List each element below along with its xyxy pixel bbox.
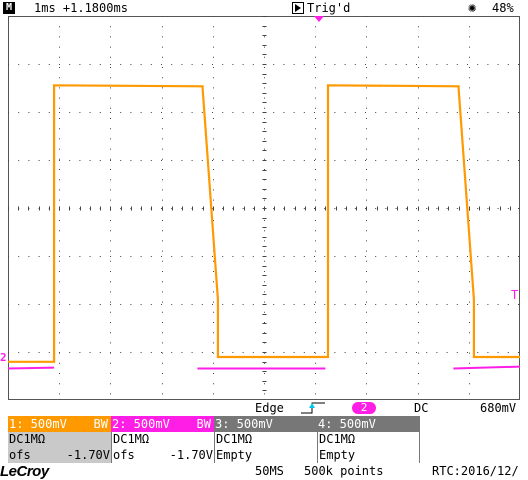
ch2-ground-marker[interactable]: 2: [0, 351, 7, 364]
channel-4-coupling: DC1MΩ: [317, 432, 420, 447]
record-length[interactable]: 500k points: [304, 464, 384, 478]
sample-rate[interactable]: 50MS: [255, 464, 284, 478]
trigger-status: Trig'd: [307, 1, 351, 15]
channel-1-label: 1: 500mV BW: [8, 416, 111, 432]
channel-1-box[interactable]: 1: 500mV BW DC1MΩ ofs -1.70V: [8, 416, 111, 463]
trigger-type[interactable]: Edge: [255, 401, 284, 415]
channel-3-coupling: DC1MΩ: [214, 432, 317, 447]
channel-4-status: Empty: [317, 447, 420, 463]
channel-3-status: Empty: [214, 447, 317, 463]
bandwidth-limit-badge: BW: [93, 417, 108, 431]
graticule-center-ticks: [8, 16, 511, 391]
sun-icon[interactable]: ✺: [468, 0, 477, 16]
channel-2-coupling: DC1MΩ: [111, 432, 214, 447]
brightness-readout[interactable]: 48%: [492, 1, 514, 15]
channel-2-label: 2: 500mV BW: [111, 416, 214, 432]
channel-1-coupling: DC1MΩ: [8, 432, 111, 447]
timebase-readout[interactable]: 1ms +1.1800ms: [34, 1, 128, 15]
waveform-display[interactable]: [8, 16, 520, 400]
channel-2-box[interactable]: 2: 500mV BW DC1MΩ ofs -1.70V: [111, 416, 214, 463]
trace-group: [8, 84, 520, 370]
trigger-level[interactable]: 680mV: [480, 401, 517, 415]
channel-3-label: 3: 500mV: [214, 416, 317, 432]
rtc-clock: RTC:2016/12/: [432, 464, 519, 478]
trace-channel-1: [8, 84, 520, 363]
trigger-source-badge[interactable]: 2: [352, 402, 376, 414]
menu-icon[interactable]: M: [3, 2, 15, 14]
trace-channel-2: [8, 365, 520, 370]
channel-4-box[interactable]: 4: 500mV DC1MΩ Empty: [317, 416, 420, 463]
channel-4-label: 4: 500mV: [317, 416, 420, 432]
trigger-position-icon[interactable]: [314, 16, 324, 22]
rising-edge-icon[interactable]: [300, 400, 326, 415]
channel-2-offset: ofs -1.70V: [111, 447, 214, 463]
channel-3-box[interactable]: 3: 500mV DC1MΩ Empty: [214, 416, 317, 463]
trigger-level-marker[interactable]: T: [511, 288, 519, 302]
status-bar: M 1ms +1.1800ms Trig'd ✺ 48%: [0, 0, 528, 16]
channel-1-offset: ofs -1.70V: [8, 447, 111, 463]
bandwidth-limit-badge: BW: [196, 417, 211, 431]
play-icon[interactable]: [292, 2, 304, 14]
brand-logo: LeCroy: [0, 463, 49, 480]
trigger-coupling[interactable]: DC: [414, 401, 429, 415]
